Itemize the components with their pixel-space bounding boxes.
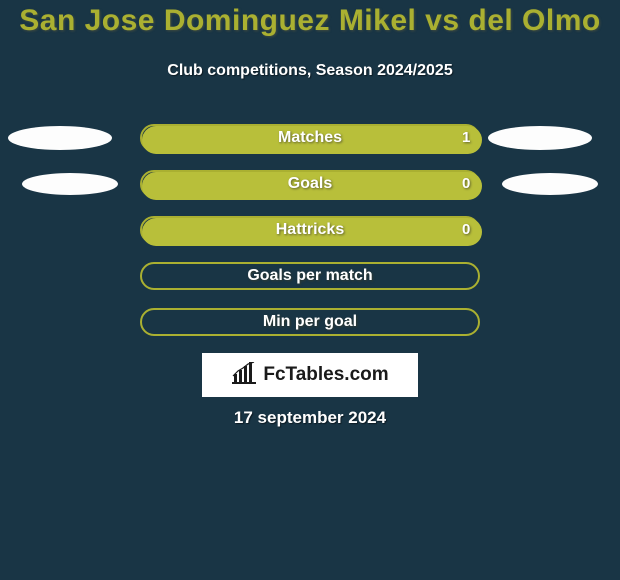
stat-value-right: 0 (462, 170, 470, 198)
stat-bar (140, 308, 480, 336)
page-title: San Jose Dominguez Mikel vs del Olmo (0, 4, 620, 38)
stat-bar (140, 170, 480, 198)
stat-row: Hattricks0 (0, 216, 620, 244)
right-value-ellipse (502, 173, 598, 195)
stat-row: Min per goal (0, 308, 620, 336)
comparison-infographic: San Jose Dominguez Mikel vs del Olmo Clu… (0, 0, 620, 580)
stat-bar (140, 124, 480, 152)
stat-bar-fill-right (142, 218, 482, 246)
branding-badge: FcTables.com (202, 353, 418, 397)
branding-text: FcTables.com (263, 364, 388, 386)
stat-row: Goals per match (0, 262, 620, 290)
right-value-ellipse (488, 126, 592, 150)
stat-row: Goals0 (0, 170, 620, 198)
stat-value-right: 0 (462, 216, 470, 244)
left-value-ellipse (22, 173, 118, 195)
bar-chart-icon (231, 362, 257, 389)
stat-bar-fill-right (142, 172, 482, 200)
competition-subtitle: Club competitions, Season 2024/2025 (0, 62, 620, 80)
stat-bar-fill-right (142, 126, 482, 154)
snapshot-date: 17 september 2024 (0, 408, 620, 428)
stat-row: Matches1 (0, 124, 620, 152)
stat-bar (140, 262, 480, 290)
stat-bar (140, 216, 480, 244)
stat-value-right: 1 (462, 124, 470, 152)
left-value-ellipse (8, 126, 112, 150)
